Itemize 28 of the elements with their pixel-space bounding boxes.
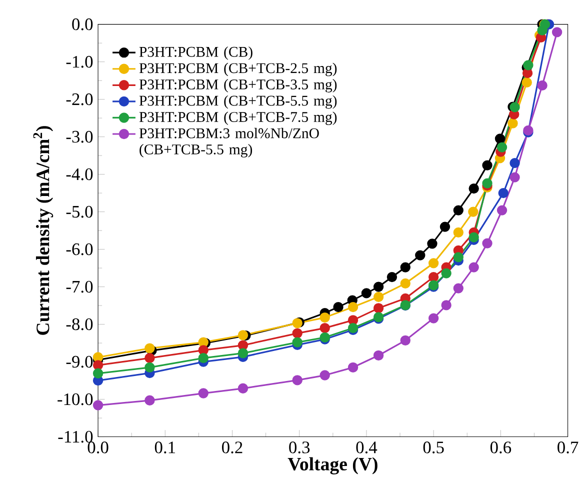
legend-label: P3HT:PCBM (CB+TCB-7.5 mg) xyxy=(139,112,337,125)
y-tick-label: -1.0 xyxy=(66,56,93,68)
y-tick-label: -6.0 xyxy=(66,243,93,256)
x-tick-label: 0.2 xyxy=(222,441,242,454)
legend-label: P3HT:PCBM:3 mol%Nb/ZnO (CB+TCB-5.5 mg) xyxy=(139,128,319,158)
x-tick-label: 0.5 xyxy=(423,441,444,454)
legend-label: P3HT:PCBM (CB+TCB-2.5 mg) xyxy=(139,62,337,76)
x-tick-label: 0.4 xyxy=(356,441,378,454)
x-tick-label: 0.0 xyxy=(88,441,108,454)
legend-label: P3HT:PCBM (CB+TCB-5.5 mg) xyxy=(139,95,337,109)
y-tick-label: -5.0 xyxy=(66,206,93,218)
x-tick-label: 0.3 xyxy=(289,441,310,454)
y-tick-label: -10.0 xyxy=(58,393,93,406)
y-tick-label: -4.0 xyxy=(66,168,93,180)
x-tick-label: 0.1 xyxy=(154,441,176,454)
y-tick-label: -9.0 xyxy=(66,356,93,368)
x-axis-title: Voltage (V) xyxy=(288,457,378,474)
y-tick-label: -2.0 xyxy=(66,93,93,106)
legend-label: P3HT:PCBM (CB+TCB-3.5 mg) xyxy=(139,78,337,92)
y-tick-label: -8.0 xyxy=(66,318,93,330)
x-tick-label: 0.6 xyxy=(490,441,512,454)
y-tick-label: 0.0 xyxy=(72,18,93,30)
x-tick-label: 0.7 xyxy=(558,441,578,454)
legend-label: P3HT:PCBM (CB) xyxy=(139,46,252,60)
y-tick-label: -7.0 xyxy=(66,280,93,293)
y-axis-title: Current density (mA/cm$^{2}$) xyxy=(33,126,54,335)
y-tick-label: -3.0 xyxy=(66,130,93,143)
y-tick-label: -11.0 xyxy=(58,430,93,443)
